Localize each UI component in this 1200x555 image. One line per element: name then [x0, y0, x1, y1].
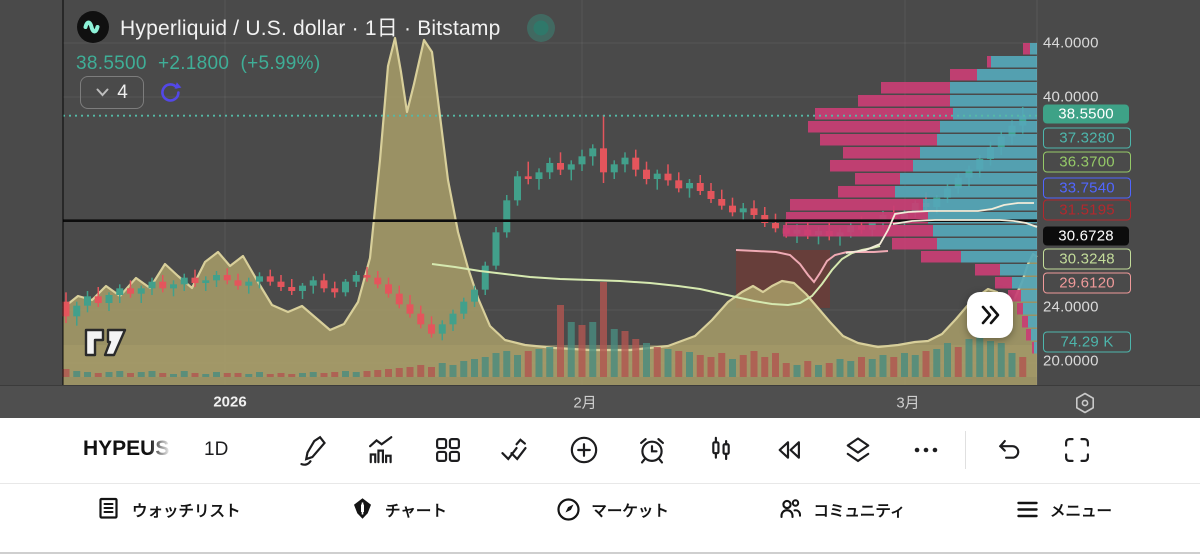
- price-alert-badge[interactable]: 74.29 K: [1043, 331, 1131, 353]
- nav-item-watchlist[interactable]: ウォッチリスト: [96, 496, 241, 523]
- chart-settings-icon[interactable]: [1072, 390, 1098, 416]
- fullscreen-icon[interactable]: [1061, 434, 1093, 466]
- more-icon[interactable]: [910, 434, 942, 466]
- nav-label: チャート: [385, 502, 447, 520]
- double-chevron-right-icon: [981, 305, 1000, 325]
- price-alert-badge[interactable]: 37.3280: [1043, 127, 1131, 149]
- symbol-search-button[interactable]: HYPEUS: [83, 437, 172, 461]
- price-axis-label: 40.0000: [1043, 88, 1099, 106]
- add-circle-icon[interactable]: [568, 434, 600, 466]
- nav-item-market[interactable]: マーケット: [555, 496, 669, 523]
- indicators-icon[interactable]: [365, 434, 397, 466]
- object-tree-icon[interactable]: [842, 434, 874, 466]
- candle-counter-value: 4: [117, 81, 128, 103]
- nav-item-menu[interactable]: メニュー: [1014, 496, 1112, 523]
- time-axis-label: 2026: [213, 393, 247, 411]
- nav-label: マーケット: [591, 502, 669, 520]
- multi-check-icon[interactable]: [498, 434, 530, 466]
- nav-item-chart[interactable]: チャート: [349, 496, 447, 523]
- community-icon: [780, 499, 802, 519]
- price-alert-badge[interactable]: 38.5500: [1043, 104, 1129, 124]
- time-axis[interactable]: 2026 2月 3月: [0, 385, 1200, 418]
- price-alert-badge[interactable]: 31.5195: [1043, 199, 1131, 221]
- symbol-title[interactable]: Hyperliquid / U.S. dollar · 1日 · Bitstam…: [120, 17, 501, 40]
- chart-toolbar: HYPEUS 1D: [0, 417, 1200, 483]
- collapse-panel-button[interactable]: [967, 292, 1013, 338]
- toolbar-divider: [965, 431, 966, 469]
- price-alert-badge[interactable]: 29.6120: [1043, 272, 1131, 294]
- nav-label: メニュー: [1049, 502, 1112, 520]
- price-alert-badge[interactable]: 30.6728: [1043, 226, 1129, 246]
- draw-icon[interactable]: [297, 434, 329, 466]
- candlestick-plot[interactable]: [0, 0, 1200, 385]
- chart-icon: [354, 498, 372, 519]
- nav-label: コミュニティ: [813, 502, 906, 520]
- nav-label: ウォッチリスト: [132, 502, 241, 520]
- candle-countdown-chip[interactable]: 4: [80, 76, 144, 109]
- market-status-pulse-icon: [527, 14, 555, 42]
- bar-style-icon[interactable]: [705, 434, 737, 466]
- tradingview-watermark: [84, 328, 127, 357]
- undo-icon[interactable]: [992, 434, 1024, 466]
- price-readout: 38.5500 +2.1800 (+5.99%): [76, 53, 321, 74]
- price-axis-label: 24.0000: [1043, 298, 1099, 316]
- layout-grid-icon[interactable]: [432, 434, 464, 466]
- price-axis[interactable]: 44.0000 40.0000 38.5500 37.3280 36.3700 33.75…: [1037, 0, 1200, 385]
- replay-icon[interactable]: [772, 434, 804, 466]
- alert-clock-icon[interactable]: [636, 434, 668, 466]
- price-alert-badge[interactable]: 33.7540: [1043, 177, 1131, 199]
- watchlist-icon: [99, 497, 118, 519]
- price-axis-label: 20.0000: [1043, 352, 1099, 370]
- auto-refresh-icon[interactable]: [156, 79, 182, 105]
- hyperliquid-logo-icon: [77, 11, 109, 43]
- price-chart[interactable]: Hyperliquid / U.S. dollar · 1日 · Bitstam…: [0, 0, 1200, 385]
- time-axis-label: 2月: [573, 394, 597, 412]
- interval-button[interactable]: 1D: [204, 439, 229, 460]
- chevron-down-icon: [96, 88, 109, 97]
- price-alert-badge[interactable]: 30.3248: [1043, 248, 1131, 270]
- price-axis-label: 44.0000: [1043, 34, 1099, 52]
- price-alert-badge[interactable]: 36.3700: [1043, 151, 1131, 173]
- time-axis-label: 3月: [896, 394, 920, 412]
- nav-item-community[interactable]: コミュニティ: [777, 496, 905, 523]
- home-indicator-line: [0, 552, 1200, 554]
- menu-icon: [1017, 501, 1038, 518]
- market-icon: [557, 498, 580, 521]
- bottom-navigation: ウォッチリスト チャート マーケット コミュニティ メニュー: [0, 483, 1200, 555]
